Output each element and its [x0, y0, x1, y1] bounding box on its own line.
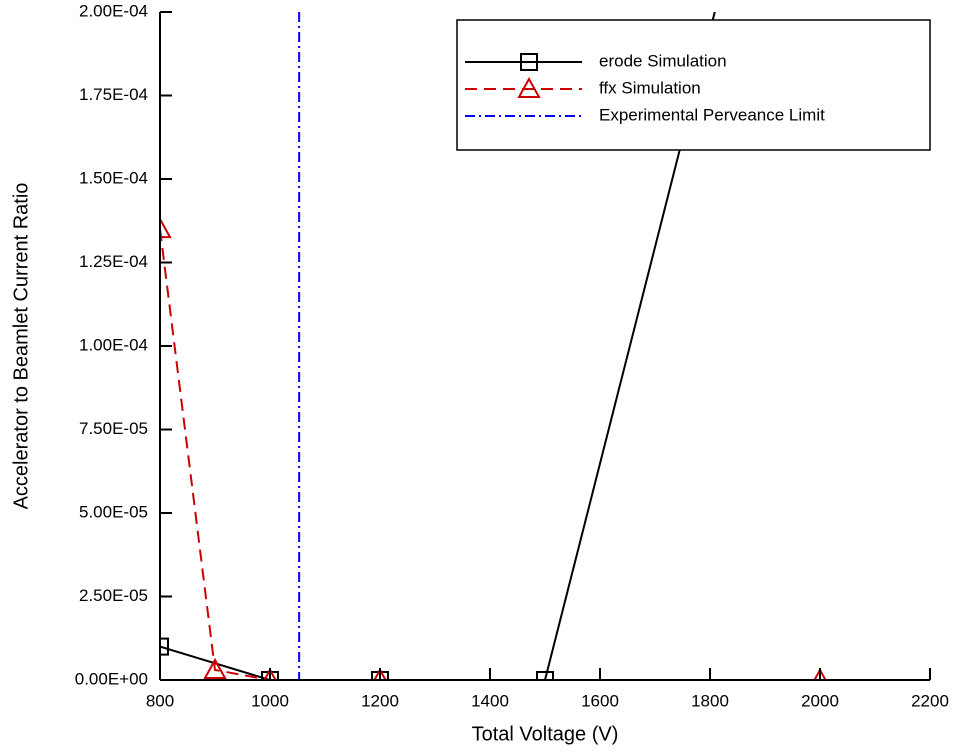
x-tick-label: 2000 — [801, 691, 839, 710]
y-tick-label: 1.25E-04 — [79, 252, 148, 271]
x-tick-label: 1600 — [581, 691, 619, 710]
y-tick-label: 1.50E-04 — [79, 168, 148, 187]
y-tick-label: 0.00E+00 — [75, 669, 148, 688]
series-line — [160, 12, 716, 680]
legend-label: ffx Simulation — [599, 78, 701, 97]
marker — [517, 76, 541, 98]
legend-box — [456, 19, 931, 151]
marker — [520, 53, 538, 71]
legend-label: erode Simulation — [599, 51, 727, 70]
y-tick-label: 1.75E-04 — [79, 85, 148, 104]
x-tick-label: 1000 — [251, 691, 289, 710]
y-tick-label: 1.00E-04 — [79, 335, 148, 354]
y-tick-label: 7.50E-05 — [79, 419, 148, 438]
x-tick-label: 1800 — [691, 691, 729, 710]
x-tick-label: 1200 — [361, 691, 399, 710]
legend-label: Experimental Perveance Limit — [599, 105, 825, 124]
marker — [536, 671, 554, 680]
y-tick-label: 2.50E-05 — [79, 586, 148, 605]
marker — [160, 217, 172, 239]
marker — [160, 637, 169, 656]
y-axis-label: Accelerator to Beamlet Current Ratio — [10, 183, 32, 510]
marker — [203, 657, 227, 679]
x-tick-label: 800 — [146, 691, 174, 710]
series-line — [160, 228, 820, 680]
x-axis-label: Total Voltage (V) — [472, 723, 619, 745]
x-tick-label: 2200 — [911, 691, 949, 710]
y-tick-label: 5.00E-05 — [79, 502, 148, 521]
x-tick-label: 1400 — [471, 691, 509, 710]
y-tick-label: 2.00E-04 — [79, 1, 148, 20]
legend: erode Simulation ffx Simulation Experiment… — [456, 19, 931, 151]
